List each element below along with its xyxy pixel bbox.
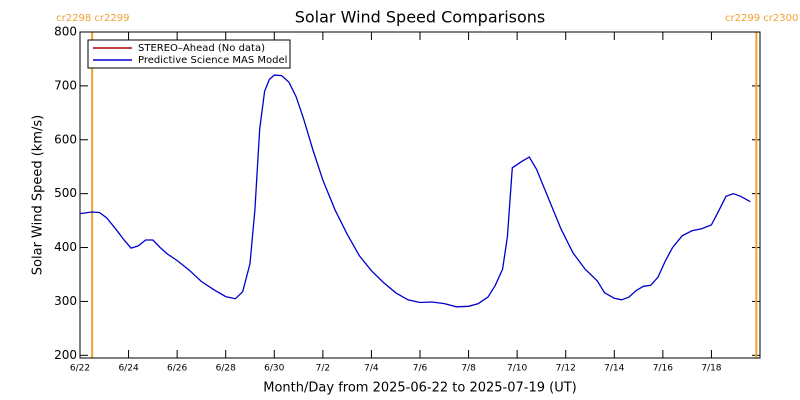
y-tick-label: 200 <box>54 348 77 362</box>
x-tick-label: 6/30 <box>264 364 284 374</box>
x-tick-label: 7/12 <box>556 364 576 374</box>
x-tick-label: 6/22 <box>70 364 90 374</box>
y-tick-label: 600 <box>54 132 77 146</box>
x-tick-label: 7/18 <box>701 364 721 374</box>
x-tick-label: 7/10 <box>507 364 527 374</box>
y-tick-label: 800 <box>54 25 77 39</box>
legend-label: Predictive Science MAS Model <box>138 55 287 66</box>
x-tick-label: 6/24 <box>118 364 138 374</box>
x-tick-label: 7/4 <box>364 364 379 374</box>
plot-frame <box>79 31 761 359</box>
y-axis-label: Solar Wind Speed (km/s) <box>31 115 46 275</box>
y-tick-label: 700 <box>54 78 77 92</box>
y-tick-label: 300 <box>54 294 77 308</box>
x-tick-label: 7/14 <box>604 364 624 374</box>
x-tick-label: 7/8 <box>461 364 476 374</box>
chart-title: Solar Wind Speed Comparisons <box>295 8 546 27</box>
x-tick-label: 6/28 <box>216 364 236 374</box>
x-axis-label: Month/Day from 2025-06-22 to 2025-07-19 … <box>263 381 576 396</box>
x-tick-label: 7/16 <box>653 364 673 374</box>
y-tick-label: 500 <box>54 186 77 200</box>
legend-box <box>87 39 291 69</box>
y-tick-label: 400 <box>54 240 77 254</box>
carrington-label: cr2298 cr2299 <box>56 13 129 24</box>
legend-label: STEREO–Ahead (No data) <box>138 43 265 54</box>
x-tick-label: 7/6 <box>413 364 428 374</box>
x-tick-label: 6/26 <box>167 364 187 374</box>
carrington-label: cr2299 cr2300 <box>725 13 798 24</box>
series-line <box>79 74 751 308</box>
x-tick-label: 7/2 <box>316 364 330 374</box>
